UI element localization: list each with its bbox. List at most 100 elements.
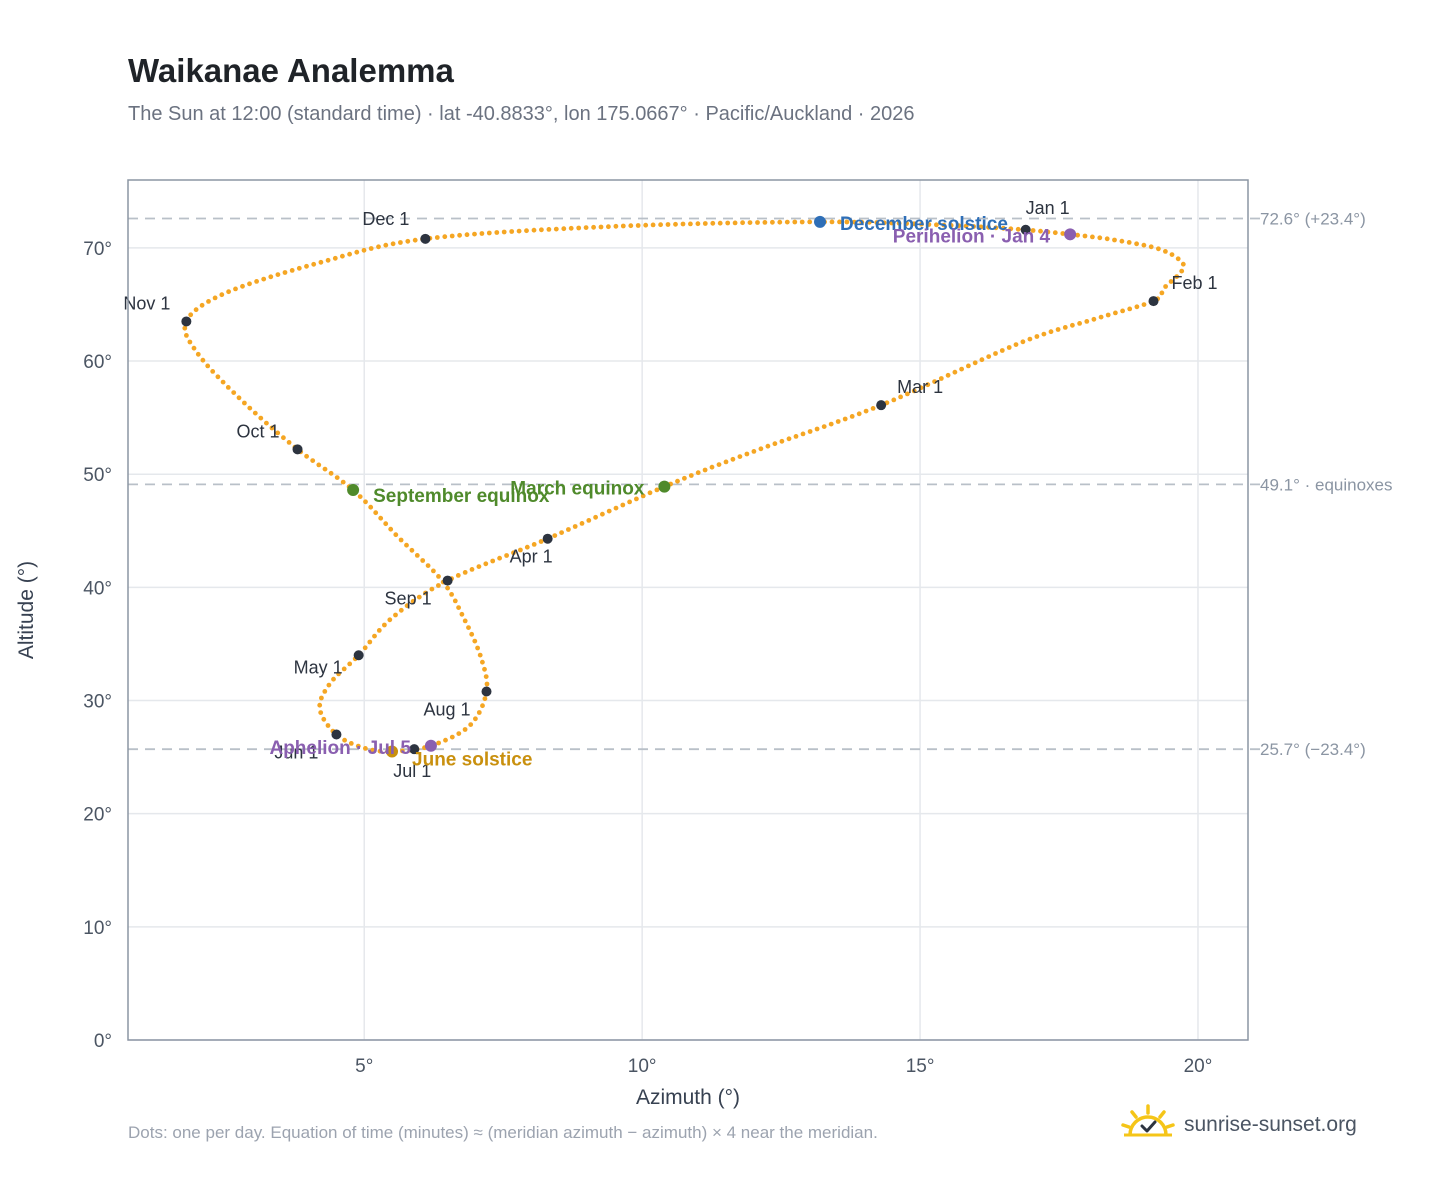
day-dot [837, 219, 842, 225]
day-dot [340, 479, 346, 485]
day-dot [242, 400, 247, 406]
day-dot [340, 253, 345, 259]
day-dot [490, 558, 496, 564]
day-dot [772, 441, 778, 447]
day-dot [747, 220, 753, 226]
day-dot [210, 369, 216, 374]
reference-line-label: 72.6° (+23.4°) [1260, 209, 1366, 228]
day-dot [844, 219, 850, 225]
day-dot [1174, 274, 1180, 279]
day-dot [1048, 329, 1054, 335]
analemma-path [182, 219, 1186, 754]
day-dot [658, 222, 663, 228]
day-dot [220, 379, 226, 385]
month-marker-label: Jan 1 [1026, 198, 1070, 218]
day-dot [187, 339, 193, 345]
day-dot [316, 462, 322, 468]
day-dot [620, 223, 626, 229]
day-dot [1169, 252, 1175, 257]
day-dot [231, 390, 237, 395]
day-dot [501, 229, 507, 235]
y-tick-label: 70° [83, 239, 112, 260]
day-dot [1134, 304, 1140, 310]
day-dot [849, 414, 855, 419]
month-marker-label: Jun 1 [274, 742, 318, 762]
day-dot [464, 232, 470, 238]
y-tick-label: 20° [83, 805, 112, 826]
day-dot [362, 645, 368, 651]
plot-frame [127, 179, 1249, 1041]
day-dot [531, 227, 537, 233]
day-dot [898, 394, 903, 400]
day-dot [1180, 261, 1186, 267]
day-dot [716, 462, 722, 467]
day-dot [449, 734, 455, 740]
day-dot [613, 223, 619, 229]
day-dot [348, 741, 354, 746]
day-dot [1134, 241, 1139, 247]
day-dot [758, 446, 764, 452]
day-dot [434, 235, 440, 240]
day-dot [468, 722, 474, 727]
day-dot [1060, 231, 1066, 236]
day-dot [904, 221, 909, 226]
day-dot [777, 219, 783, 225]
day-dot [695, 470, 701, 476]
day-dot [978, 224, 984, 230]
day-dot [730, 456, 736, 462]
event-marker [347, 484, 360, 497]
x-tick-label: 5° [355, 1056, 373, 1077]
day-dot [952, 369, 958, 375]
day-dot [786, 436, 792, 442]
day-dot [504, 553, 509, 558]
event-marker [1064, 228, 1077, 241]
day-dot [552, 533, 558, 538]
day-dot [219, 292, 225, 298]
day-dot [368, 246, 374, 251]
day-dot [436, 574, 441, 579]
event-label: Aphelion · Jul 5 [269, 738, 411, 759]
day-dot [289, 268, 295, 273]
day-dot [1062, 325, 1068, 330]
reference-line-label: 49.1° · equinoxes [1260, 475, 1393, 494]
day-dot [486, 230, 492, 236]
day-dot [956, 223, 962, 229]
day-dot [1141, 242, 1147, 248]
day-dot [1070, 322, 1075, 328]
day-dot [593, 514, 598, 520]
reference-lines: 72.6° (+23.4°) 49.1° · equinoxes 25.7° (−2… [128, 209, 1393, 759]
day-dot [368, 504, 374, 510]
day-dot [516, 228, 522, 234]
day-dot [466, 625, 471, 630]
day-dot [765, 443, 771, 449]
day-dot [993, 225, 999, 231]
day-dot [477, 652, 483, 658]
day-dot [1027, 336, 1033, 342]
day-dot [583, 225, 589, 231]
day-dot [509, 229, 515, 234]
day-dot [1168, 279, 1174, 284]
month-marker-label: Dec 1 [362, 209, 409, 229]
day-dot [247, 281, 252, 287]
day-dot [449, 233, 455, 239]
day-dot [784, 219, 790, 225]
brand[interactable]: sunrise-sunset.org [1120, 1100, 1357, 1150]
day-dot [673, 221, 678, 227]
day-dot [799, 219, 805, 225]
day-dot [572, 524, 578, 529]
day-dot [462, 727, 468, 732]
day-dot [613, 505, 619, 511]
month-marker [1148, 296, 1159, 307]
day-dot [518, 547, 523, 553]
day-dot [342, 737, 347, 743]
chart-title: Waikanae Analemma [128, 52, 454, 89]
day-dot [393, 532, 399, 538]
day-dot [473, 716, 478, 722]
day-dot [999, 348, 1005, 353]
day-dot [1015, 226, 1021, 232]
day-dot [717, 220, 723, 226]
day-dot [1119, 238, 1125, 244]
day-dot [373, 510, 379, 516]
day-dot [821, 424, 827, 429]
day-dot [236, 395, 242, 401]
